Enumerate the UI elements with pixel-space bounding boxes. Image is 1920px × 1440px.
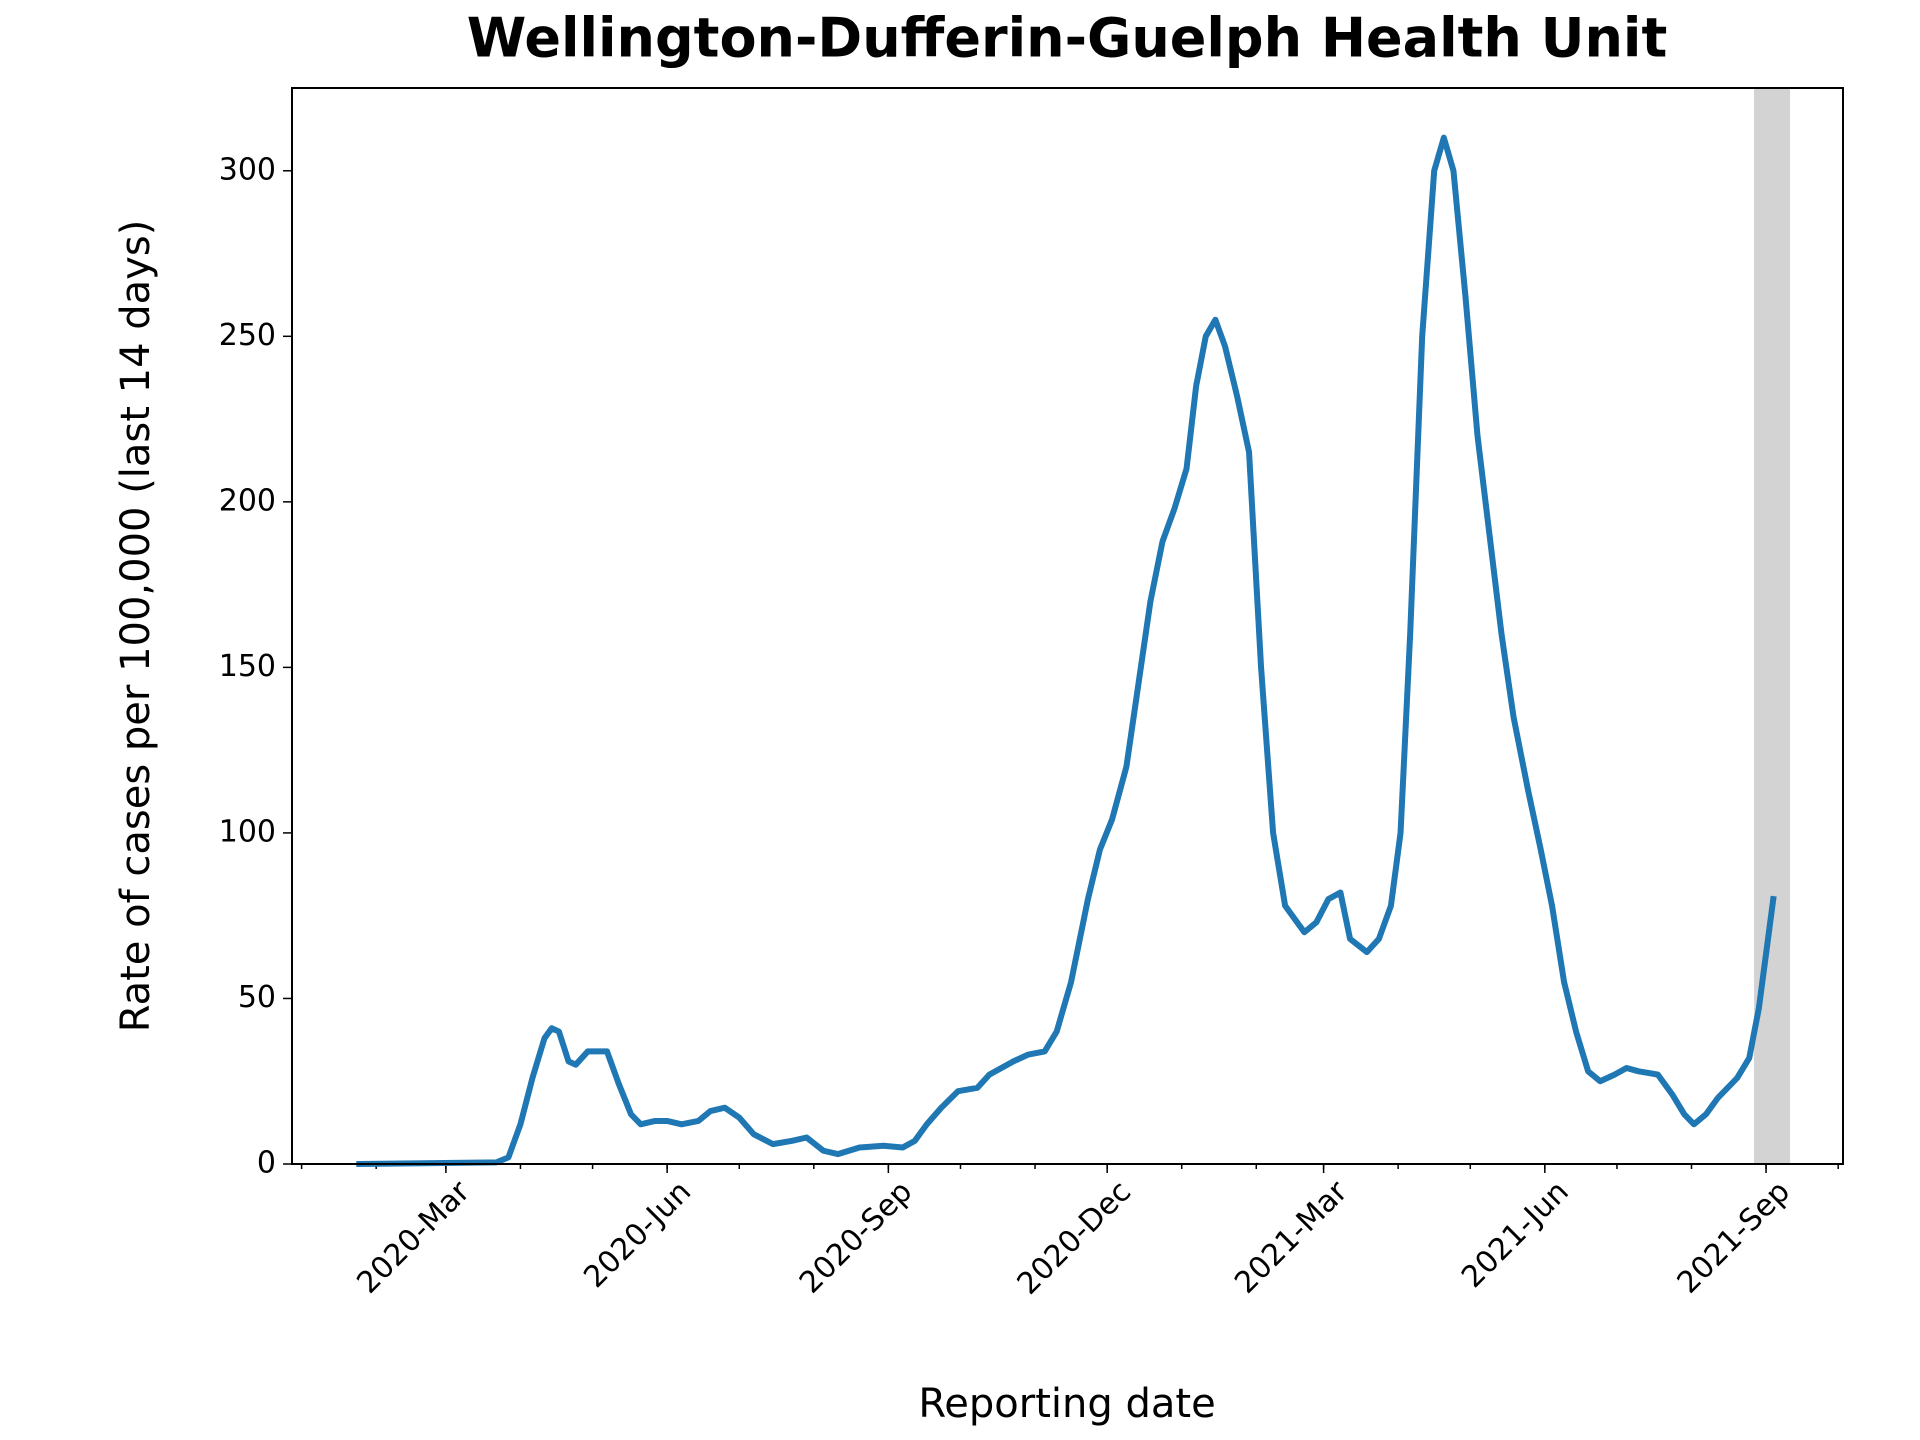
y-axis-label: Rate of cases per 100,000 (last 14 days) (113, 220, 159, 1033)
data-line (356, 134, 1777, 1168)
x-tick-label: 2021-Mar (1228, 1174, 1355, 1301)
y-tick-label: 100 (219, 814, 276, 849)
x-tick-label: 2020-Dec (1011, 1174, 1138, 1301)
x-tick-label: 2020-Mar (350, 1174, 477, 1301)
chart-title: Wellington-Dufferin-Guelph Health Unit (467, 7, 1668, 70)
y-tick-label: 250 (219, 318, 276, 353)
x-tick-label: 2021-Sep (1671, 1174, 1797, 1300)
y-tick-label: 150 (219, 649, 276, 684)
plot-frame (291, 87, 1844, 1165)
x-tick-label: 2020-Sep (793, 1174, 919, 1300)
y-tick-label: 300 (219, 152, 276, 187)
x-axis-label: Reporting date (918, 1381, 1215, 1427)
x-tick-label: 2020-Jun (577, 1174, 698, 1295)
y-tick-label: 50 (238, 980, 276, 1015)
y-tick-label: 200 (219, 483, 276, 518)
x-tick-label: 2021-Jun (1455, 1174, 1576, 1295)
y-tick-label: 0 (257, 1146, 276, 1181)
